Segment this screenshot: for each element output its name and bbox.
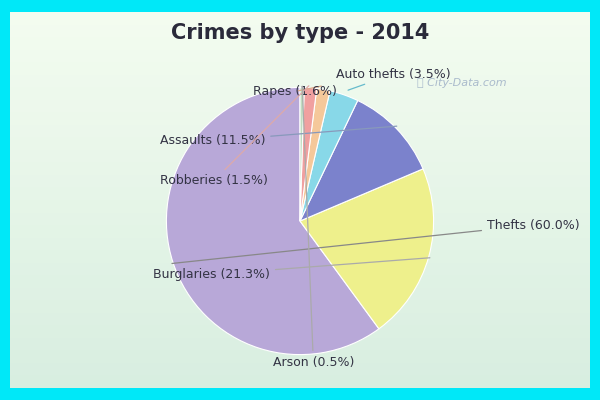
Bar: [10, 125, 590, 137]
Bar: [10, 112, 590, 125]
Bar: [10, 137, 590, 150]
Bar: [10, 338, 590, 350]
Bar: [10, 75, 590, 87]
Text: Thefts (60.0%): Thefts (60.0%): [172, 218, 580, 264]
Bar: [10, 275, 590, 288]
Bar: [10, 62, 590, 75]
Bar: [10, 288, 590, 300]
Text: Robberies (1.5%): Robberies (1.5%): [160, 86, 309, 188]
Bar: [10, 150, 590, 162]
Wedge shape: [300, 100, 423, 221]
Bar: [10, 24, 590, 37]
Bar: [10, 37, 590, 50]
Bar: [10, 87, 590, 100]
Text: Crimes by type - 2014: Crimes by type - 2014: [171, 23, 429, 43]
Bar: [10, 325, 590, 338]
Wedge shape: [300, 87, 304, 221]
Bar: [10, 263, 590, 275]
Bar: [10, 376, 590, 388]
Bar: [10, 313, 590, 325]
Text: Rapes (1.6%): Rapes (1.6%): [253, 85, 337, 98]
Bar: [10, 162, 590, 175]
Bar: [10, 50, 590, 62]
Bar: [10, 200, 590, 212]
Bar: [10, 175, 590, 188]
Wedge shape: [300, 169, 434, 329]
Wedge shape: [300, 88, 330, 221]
Text: Burglaries (21.3%): Burglaries (21.3%): [153, 258, 430, 281]
Text: Auto thefts (3.5%): Auto thefts (3.5%): [336, 68, 451, 90]
Bar: [10, 363, 590, 376]
Bar: [10, 300, 590, 313]
Bar: [10, 188, 590, 200]
Bar: [10, 350, 590, 363]
Bar: [10, 238, 590, 250]
Wedge shape: [166, 87, 379, 354]
Bar: [10, 100, 590, 112]
Bar: [10, 250, 590, 263]
Text: Arson (0.5%): Arson (0.5%): [272, 86, 354, 369]
Wedge shape: [300, 91, 358, 221]
Text: ⓘ City-Data.com: ⓘ City-Data.com: [418, 78, 507, 88]
Bar: [10, 212, 590, 225]
Text: Assaults (11.5%): Assaults (11.5%): [160, 126, 397, 147]
Bar: [10, 12, 590, 24]
Bar: [10, 225, 590, 238]
Wedge shape: [300, 88, 317, 221]
